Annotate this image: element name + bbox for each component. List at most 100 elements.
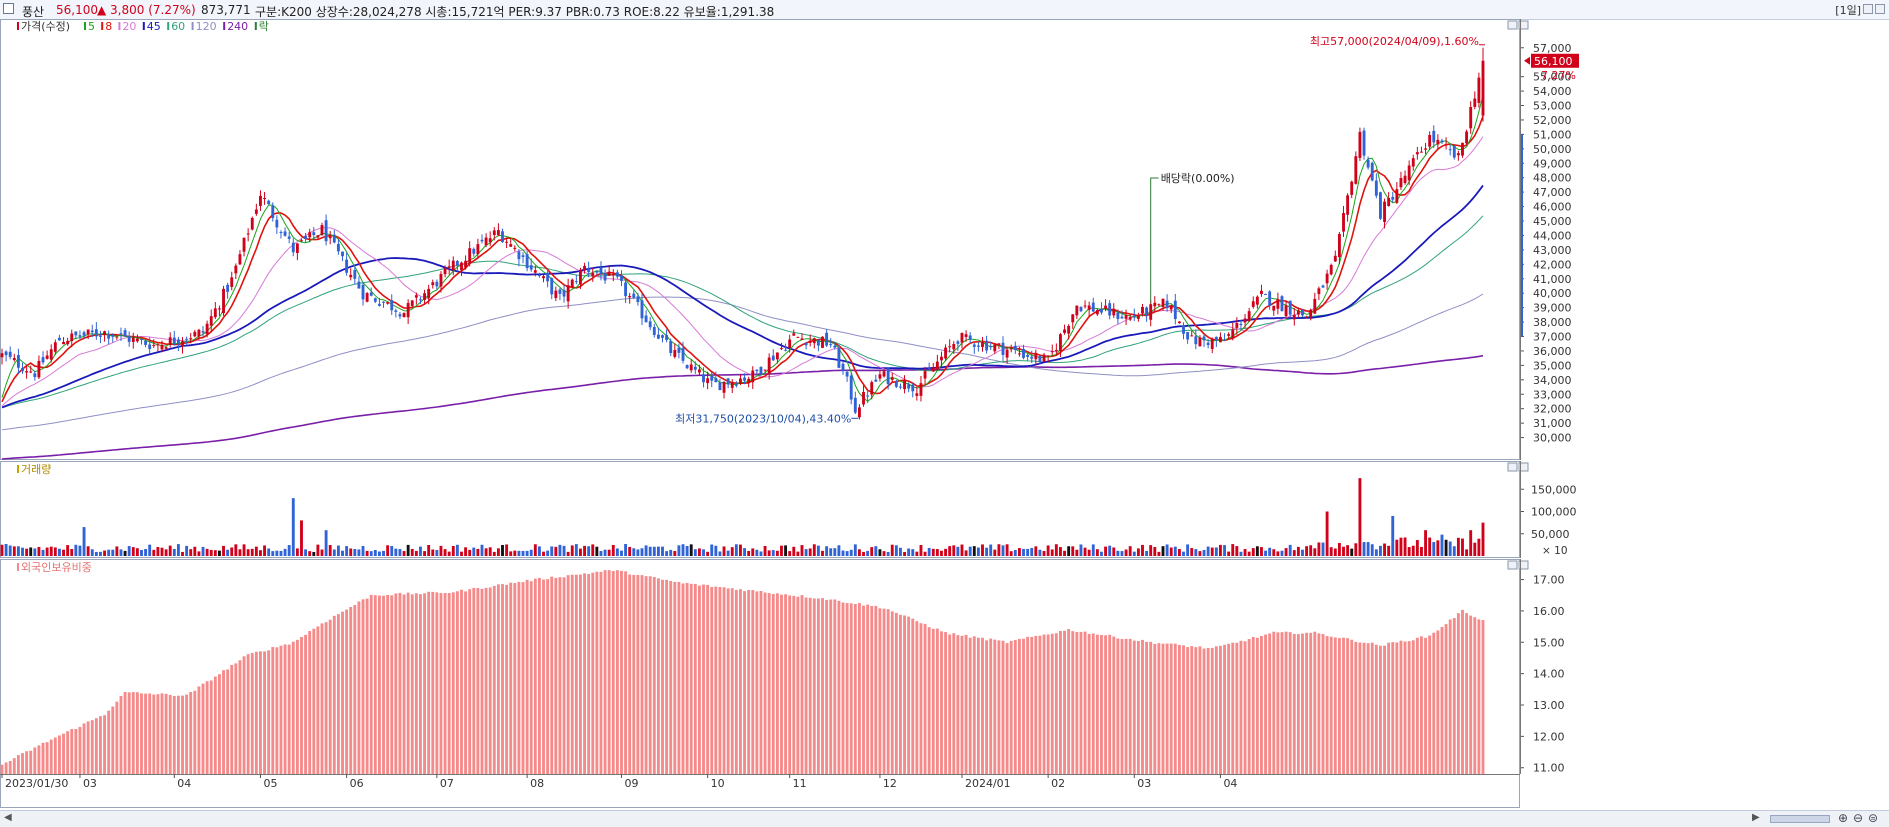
price-candle: [320, 222, 324, 236]
minimize-icon[interactable]: [1863, 4, 1873, 14]
candle-body: [1342, 213, 1345, 232]
stock-chart[interactable]: 30,00031,00032,00033,00034,00035,00036,0…: [0, 19, 1889, 809]
volume-bar: [574, 544, 578, 556]
candle-body: [304, 235, 308, 240]
panel-minimize-icon[interactable]: [1507, 560, 1518, 570]
volume-bar: [304, 549, 308, 556]
candle-body: [1243, 318, 1247, 323]
candle-body: [763, 369, 767, 371]
price-candle: [263, 191, 266, 205]
candle-body: [103, 331, 106, 335]
foreign-ratio-bar: [702, 584, 705, 774]
volume-bar: [341, 550, 344, 556]
candle-body: [574, 281, 578, 283]
volume-bar: [857, 549, 861, 556]
volume-bar: [648, 546, 652, 556]
candle-body: [193, 331, 197, 337]
foreign-ratio-bar: [1186, 647, 1190, 774]
panel-close-icon[interactable]: [1518, 20, 1529, 30]
volume-bar: [283, 548, 287, 556]
price-candle: [652, 323, 656, 338]
scroll-left-icon[interactable]: ◀: [4, 812, 12, 823]
volume-bar: [1083, 547, 1087, 556]
candle-body: [800, 338, 804, 340]
volume-bar: [919, 545, 923, 556]
foreign-ratio-bar: [94, 718, 98, 774]
price-candle: [1005, 347, 1009, 364]
x-axis-label: 11: [793, 777, 807, 790]
price-candle: [1415, 146, 1419, 160]
panel-minimize-icon[interactable]: [1507, 462, 1518, 472]
close-icon[interactable]: [1875, 4, 1885, 14]
zoom-in-icon[interactable]: ⊕: [1838, 811, 1849, 825]
foreign-ratio-bar: [841, 602, 845, 774]
foreign-ratio-bar: [1395, 642, 1399, 774]
panel-close-icon[interactable]: [1518, 462, 1529, 472]
panel-minimize-icon[interactable]: [1507, 20, 1518, 30]
price-candle: [661, 334, 664, 343]
candle-body: [607, 271, 611, 276]
price-candle: [53, 339, 57, 355]
foreign-ratio-bar: [45, 742, 49, 774]
candle-body: [394, 310, 398, 312]
foreign-ratio-bar: [624, 571, 628, 774]
foreign-ratio-bar: [254, 651, 258, 774]
candle-body: [242, 237, 246, 252]
candle-body: [1112, 308, 1116, 316]
foreign-ratio-bar: [57, 735, 61, 774]
volume-bar: [361, 545, 365, 556]
volume-bar: [673, 551, 677, 556]
foreign-ratio-bar: [164, 693, 168, 774]
price-candle: [570, 278, 574, 289]
price-candle: [1071, 314, 1075, 329]
scroll-thumb[interactable]: [1770, 815, 1830, 823]
foreign-axis-label: 15.00: [1533, 636, 1565, 649]
price-candle: [804, 342, 808, 350]
candle-body: [1465, 131, 1469, 144]
volume-bar: [21, 547, 24, 556]
price-candle: [1366, 156, 1370, 170]
price-candle: [788, 334, 792, 353]
candle-body: [771, 355, 775, 361]
foreign-ratio-bar: [1059, 630, 1062, 774]
price-candle: [164, 346, 168, 350]
foreign-ratio-bar: [1452, 618, 1456, 774]
volume-bar: [41, 549, 45, 556]
foreign-ratio-bar: [189, 691, 193, 774]
legend-item: 락: [259, 20, 269, 33]
price-candle: [1177, 321, 1181, 324]
foreign-ratio-bar: [427, 591, 431, 774]
volume-bar: [697, 548, 701, 556]
candle-body: [1235, 323, 1239, 328]
zoom-out-icon[interactable]: ⊖: [1853, 811, 1864, 825]
price-candle: [648, 316, 652, 331]
candle-body: [587, 268, 591, 272]
volume-bar: [702, 549, 705, 556]
candle-body: [115, 336, 119, 338]
volume-bar: [324, 530, 328, 556]
price-candle: [172, 330, 176, 346]
foreign-ratio-bar: [570, 574, 574, 774]
scroll-right-icon[interactable]: ▶: [1752, 812, 1760, 823]
foreign-ratio-bar: [1440, 627, 1444, 774]
foreign-ratio-bar: [332, 615, 336, 774]
volume-bar: [414, 550, 418, 556]
select-checkbox[interactable]: [3, 3, 14, 14]
foreign-ratio-bar: [135, 692, 139, 774]
foreign-ratio-bar: [513, 583, 517, 774]
header-bar: 풍산 56,100 ▲ 3,800 (7.27%) 873,771 구분:K20…: [0, 0, 1889, 20]
panel-close-icon[interactable]: [1518, 560, 1529, 570]
period-selector[interactable]: [1일]: [1835, 4, 1861, 17]
legend-swatch: [84, 22, 86, 30]
foreign-ratio-bar: [476, 588, 480, 774]
candle-body: [1017, 353, 1021, 355]
volume-bar: [185, 545, 189, 556]
zoom-reset-icon[interactable]: ⊜: [1868, 811, 1879, 825]
price-candle: [267, 199, 271, 205]
horizontal-scrollbar[interactable]: ◀ ▶ ⊕ ⊖ ⊜: [0, 810, 1889, 827]
foreign-ratio-bar: [693, 583, 697, 774]
foreign-ratio-bar: [1046, 634, 1050, 774]
candle-body: [1145, 307, 1149, 316]
candle-body: [821, 336, 824, 348]
foreign-ratio-bar: [1407, 641, 1411, 774]
